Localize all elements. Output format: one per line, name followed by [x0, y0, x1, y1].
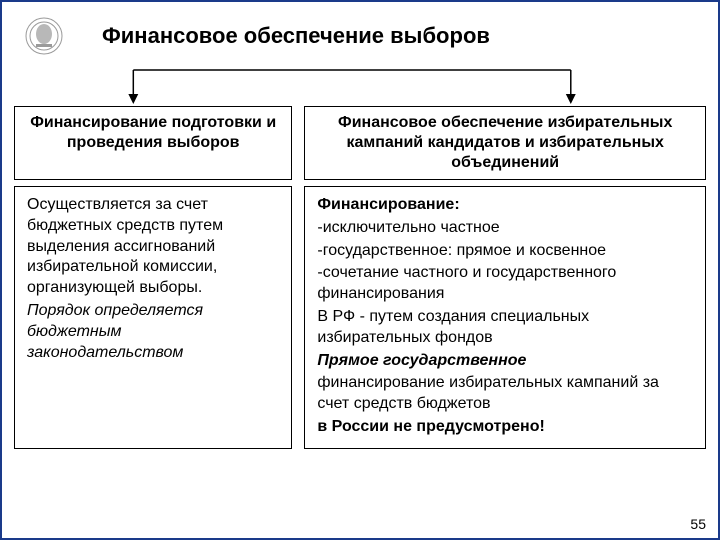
diagram: Финансирование подготовки и проведения в…	[2, 66, 718, 449]
page-number: 55	[690, 516, 706, 532]
emblem-icon	[22, 14, 66, 58]
body-text: -сочетание частного и государственного ф…	[317, 263, 693, 305]
body-row: Осуществляется за счет бюджетных средств…	[14, 186, 706, 449]
body-text: -исключительно частное	[317, 218, 693, 239]
body-text: в России не предусмотрено!	[317, 417, 693, 438]
left-column-body: Осуществляется за счет бюджетных средств…	[14, 186, 292, 449]
body-text: финансирование избирательных кампаний за…	[317, 373, 693, 415]
left-column-header: Финансирование подготовки и проведения в…	[14, 106, 292, 180]
body-text: -государственное: прямое и косвенное	[317, 241, 693, 262]
page-title: Финансовое обеспечение выборов	[82, 23, 698, 49]
right-column-header: Финансовое обеспечение избирательных кам…	[304, 106, 706, 180]
header-row: Финансирование подготовки и проведения в…	[14, 106, 706, 180]
right-column-body: Финансирование:-исключительно частное-го…	[304, 186, 706, 449]
body-text: В РФ - путем создания специальных избира…	[317, 307, 693, 349]
arrows	[14, 66, 706, 106]
body-text: Порядок определяется бюджетным законодат…	[27, 301, 279, 363]
body-text: Осуществляется за счет бюджетных средств…	[27, 195, 279, 299]
body-text: Прямое государственное	[317, 351, 693, 372]
body-text: Финансирование:	[317, 195, 693, 216]
header: Финансовое обеспечение выборов	[2, 2, 718, 66]
